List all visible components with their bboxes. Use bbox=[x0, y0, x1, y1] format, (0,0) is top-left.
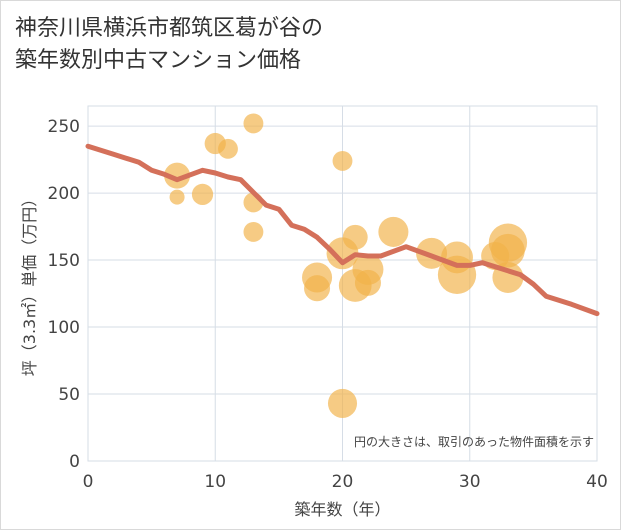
x-axis-title: 築年数（年） bbox=[294, 500, 390, 519]
data-bubble bbox=[169, 189, 185, 205]
chart-title-line-1: 神奈川県横浜市都筑区葛が谷の bbox=[15, 16, 324, 41]
y-tick-label: 250 bbox=[48, 117, 80, 137]
size-note: 円の大きさは、取引のあった物件面積を示す bbox=[354, 434, 594, 449]
data-bubble bbox=[491, 233, 525, 268]
y-tick-label: 150 bbox=[48, 251, 80, 271]
y-axis-title: 坪（3.3㎡）単価（万円） bbox=[20, 191, 39, 376]
chart-title-line-2: 築年数別中古マンション価格 bbox=[15, 48, 302, 73]
data-bubble bbox=[327, 388, 358, 418]
y-tick-label: 50 bbox=[58, 385, 80, 405]
data-bubble bbox=[304, 275, 331, 302]
data-bubble bbox=[354, 269, 381, 296]
y-tick-label: 100 bbox=[48, 318, 80, 338]
y-tick-label: 0 bbox=[69, 452, 80, 472]
x-tick-label: 10 bbox=[204, 472, 226, 492]
data-bubble bbox=[164, 162, 191, 189]
data-bubble bbox=[378, 216, 409, 247]
data-bubble bbox=[218, 138, 238, 159]
trend-line bbox=[85, 143, 600, 317]
data-bubble bbox=[243, 221, 264, 242]
x-tick-label: 40 bbox=[586, 472, 608, 492]
data-bubble bbox=[243, 113, 264, 134]
data-bubble bbox=[332, 150, 353, 171]
x-tick-label: 30 bbox=[459, 472, 481, 492]
y-tick-label: 200 bbox=[48, 184, 80, 204]
x-tick-label: 0 bbox=[83, 472, 94, 492]
data-bubble bbox=[342, 224, 368, 250]
x-tick-label: 20 bbox=[332, 472, 354, 492]
data-bubble bbox=[191, 183, 214, 206]
chart-title: 神奈川県横浜市都筑区葛が谷の 築年数別中古マンション価格 bbox=[15, 13, 575, 77]
